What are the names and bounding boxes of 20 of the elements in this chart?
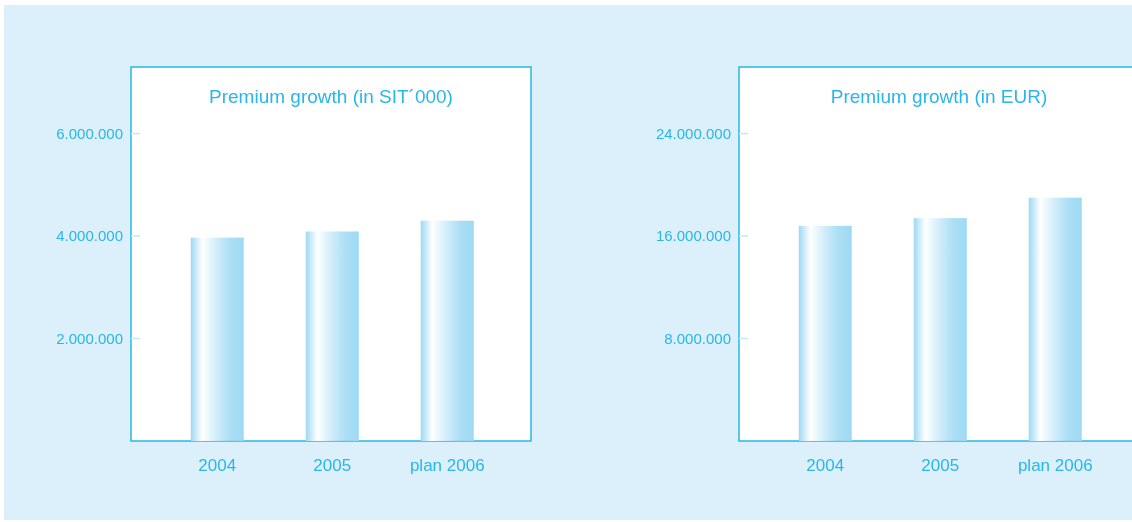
y-tick-label: 8.000.000 [664, 329, 731, 347]
text: Premium growth (in SIT´000) [209, 86, 453, 107]
y-tick-label: 24.000.000 [655, 124, 731, 142]
x-tick-label: plan 2006 [1017, 456, 1093, 475]
x-tick-label: 2005 [921, 456, 960, 475]
bar [1028, 197, 1082, 441]
bar [190, 237, 244, 441]
y-tick-label: 6.000.000 [56, 124, 123, 142]
x-tick-label: 2005 [313, 456, 352, 475]
y-tick-label: 16.000.000 [655, 227, 731, 245]
x-tick-label: 2004 [806, 456, 845, 475]
bar [913, 218, 967, 441]
bar [420, 220, 474, 441]
x-tick-label: 2004 [198, 456, 237, 475]
text: Premium growth (in EUR) [830, 86, 1048, 107]
y-tick-label: 2.000.000 [56, 329, 123, 347]
bar [305, 231, 359, 441]
y-tick-label: 4.000.000 [56, 227, 123, 245]
x-tick-label: plan 2006 [409, 456, 485, 475]
bar [798, 225, 852, 441]
